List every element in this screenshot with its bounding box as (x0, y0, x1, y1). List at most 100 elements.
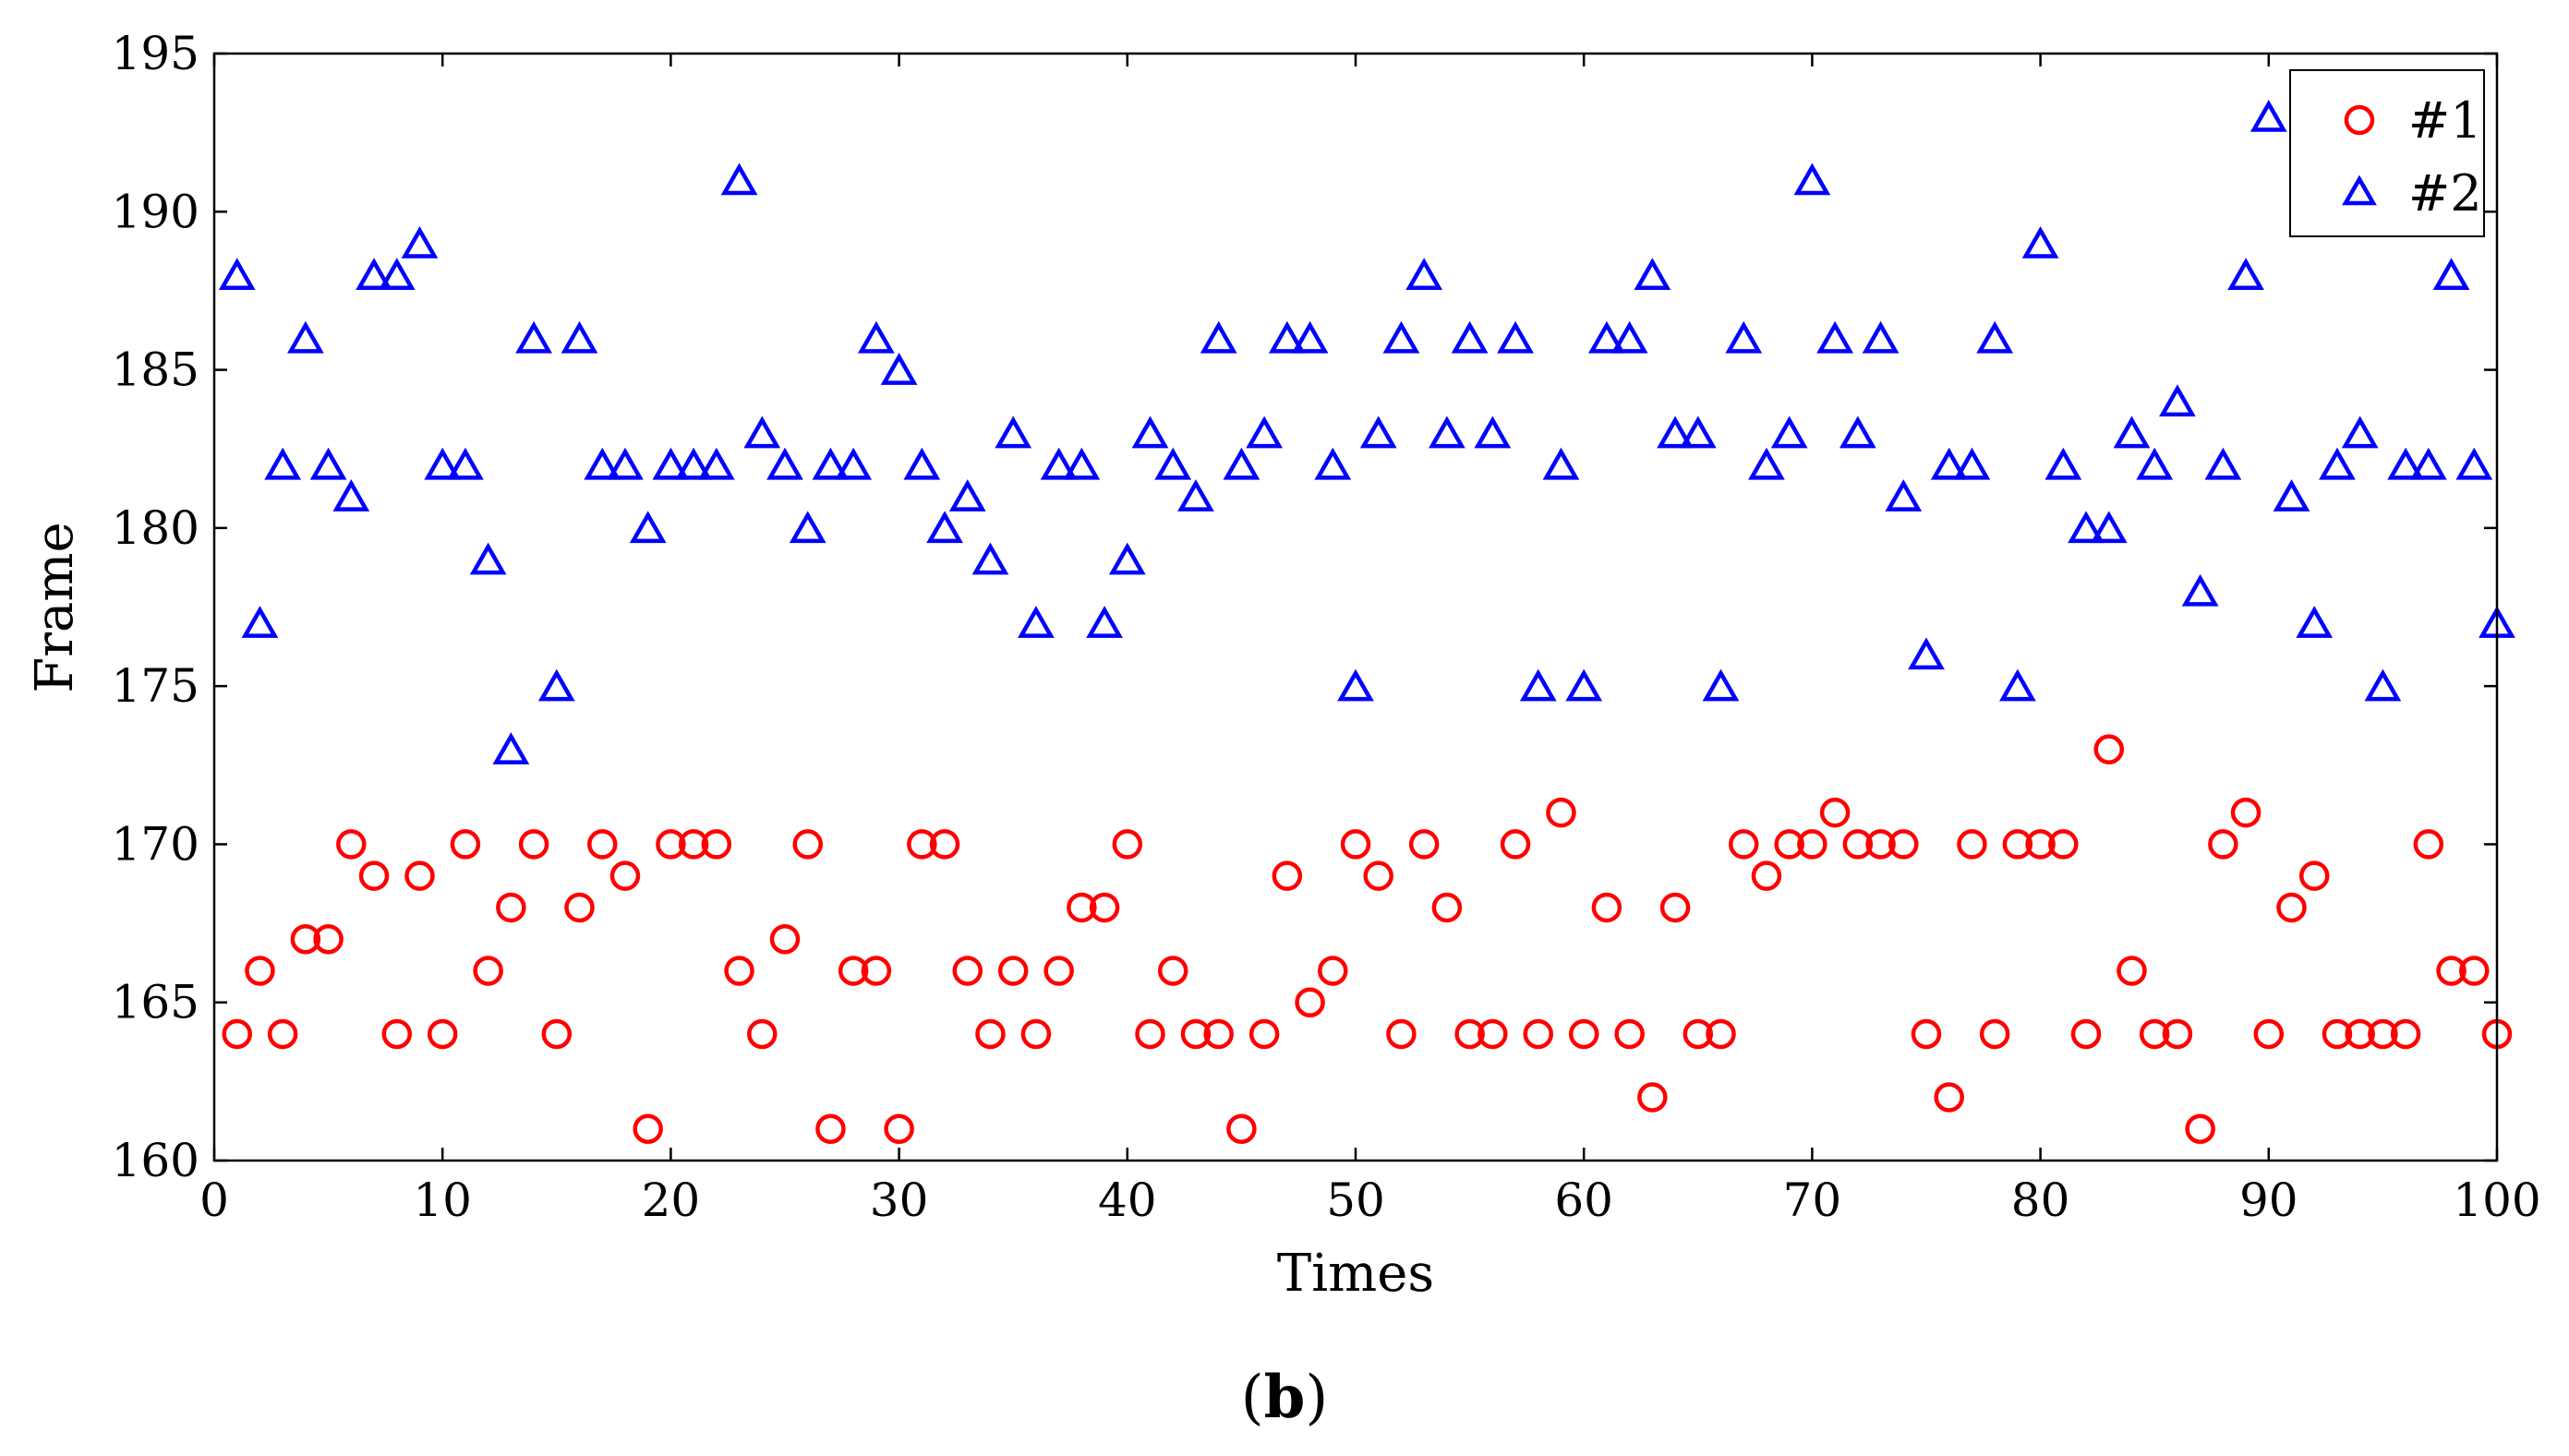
series-2-point (1999, 668, 2036, 702)
series-1-point (1180, 1018, 1212, 1050)
series-1-point (1865, 829, 1896, 860)
y-tick-label: 165 (112, 976, 199, 1029)
series-1-point (450, 829, 481, 860)
caption-open-paren: ( (1241, 1364, 1264, 1432)
series-1-point (1386, 1018, 1417, 1050)
series-1-point (815, 1113, 846, 1144)
series-2-point (1816, 320, 1853, 354)
x-tick-label: 90 (2239, 1173, 2298, 1227)
series-2-point (1451, 320, 1489, 354)
series-1-point (2230, 797, 2261, 828)
x-tick-label: 80 (2011, 1173, 2070, 1227)
series-1-point (1591, 892, 1622, 923)
series-1-point (496, 892, 526, 923)
series-2-point (1268, 320, 1306, 354)
legend: #1 #2 (2289, 69, 2485, 237)
series-1-point (541, 1018, 573, 1050)
series-1-point (2390, 1018, 2421, 1050)
series-2-point (1793, 162, 1831, 196)
series-1-point (633, 1113, 663, 1144)
x-axis-label: Times (1277, 1244, 1434, 1304)
series-2-point (2181, 573, 2219, 607)
series-2-point (789, 511, 826, 544)
series-1-point (2162, 1018, 2193, 1050)
series-2-point (1542, 447, 1580, 480)
series-1-point (518, 829, 549, 860)
series-2-point (2296, 606, 2334, 638)
series-1-point (2117, 956, 2147, 986)
series-1-point (1728, 829, 1759, 860)
y-tick-label: 190 (112, 185, 199, 238)
series-2-point (607, 447, 644, 480)
series-1-point (929, 829, 960, 860)
series-2-point (1634, 258, 1671, 291)
series-1-points (222, 734, 2513, 1144)
series-1-point (1500, 829, 1531, 860)
series-2-point (1200, 320, 1237, 354)
series-2-point (629, 511, 667, 544)
series-2-point (1359, 415, 1397, 449)
series-1-point (997, 956, 1029, 986)
series-1-point (1957, 829, 1987, 860)
series-2-point (2319, 447, 2356, 480)
ticks-layer: 0 10 20 30 40 50 60 70 80 90 100 160 165 170 175 180 185… (112, 27, 2541, 1227)
series-1-point (1408, 829, 1440, 860)
series-2-points (218, 99, 2515, 764)
series-2-point (1953, 447, 1991, 480)
series-1-point (2298, 860, 2330, 891)
series-2-point (903, 447, 941, 480)
series-1-point (2048, 829, 2079, 860)
series-1-point (2322, 1018, 2353, 1050)
series-1-point (1431, 892, 1463, 923)
series-1-point (358, 860, 390, 891)
series-2-point (2249, 99, 2287, 132)
series-1-point (473, 956, 503, 986)
series-2-point (515, 320, 552, 354)
series-2-point (2409, 447, 2447, 480)
series-1-point (1477, 1018, 1508, 1050)
series-2-point (1748, 447, 1785, 480)
series-1-point (2185, 1113, 2215, 1144)
y-tick-label: 170 (112, 817, 199, 871)
series-2-point (1679, 415, 1717, 449)
series-2-point (1610, 320, 1648, 354)
series-2-point (2159, 384, 2196, 417)
series-1-point (1454, 1018, 1485, 1050)
series-1-point (656, 829, 686, 860)
x-tick-label: 10 (413, 1173, 472, 1227)
series-2-point (2432, 258, 2470, 291)
series-1-point (2253, 1018, 2285, 1050)
y-tick-label: 185 (112, 343, 199, 397)
series-1-point (724, 956, 754, 986)
series-2-point (1154, 447, 1192, 480)
series-2-point (1246, 415, 1283, 449)
series-1-point (1842, 829, 1874, 860)
series-1-point (952, 956, 983, 986)
series-2-point (1018, 606, 1055, 638)
series-2-point (858, 320, 895, 354)
series-1-point (2208, 829, 2238, 860)
series-1-point (792, 829, 823, 860)
series-2-point (1086, 606, 1123, 638)
series-2-point (1930, 447, 1968, 480)
series-2-point (561, 320, 598, 354)
series-1-point (1112, 829, 1143, 860)
series-1-point (1659, 892, 1691, 923)
series-1-point (2276, 892, 2307, 923)
series-1-point (1318, 956, 1348, 986)
series-2-point (2227, 258, 2264, 291)
series-2-point (492, 732, 530, 764)
series-2-point (2021, 226, 2059, 259)
series-2-point (1657, 415, 1694, 449)
series-1-point (290, 923, 321, 955)
series-1-point (313, 923, 344, 955)
series-2-point (1291, 320, 1329, 354)
series-2-point (926, 511, 963, 544)
series-1-point (1568, 1018, 1599, 1050)
series-2-point (469, 542, 507, 575)
series-1-point (1683, 1018, 1714, 1050)
series-1-point (1706, 1018, 1736, 1050)
series-2-point (2273, 479, 2310, 511)
series-2-point (1565, 668, 1603, 702)
series-1-point (2413, 829, 2444, 860)
